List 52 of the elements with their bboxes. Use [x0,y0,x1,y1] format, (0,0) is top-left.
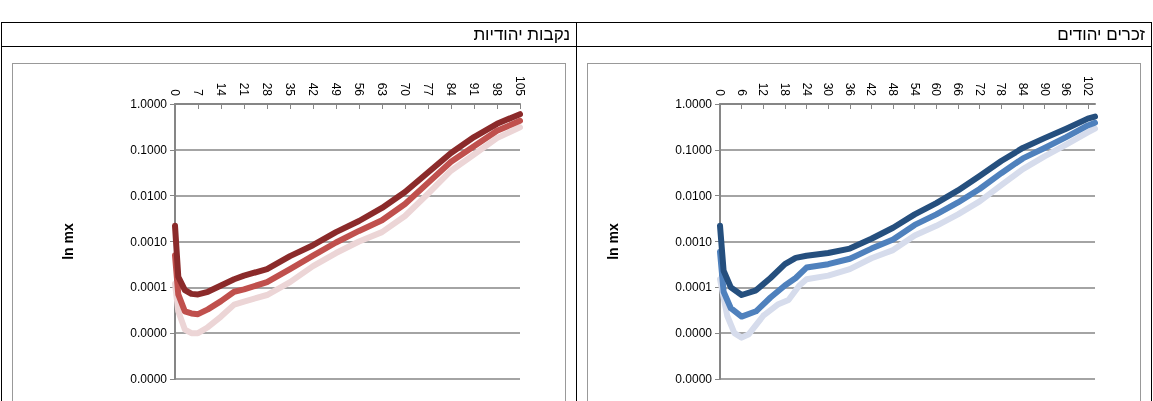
y-tick-label: 0.0000 [675,372,713,386]
x-tick-label: 105 [513,75,527,97]
x-tick-label: 78 [994,82,1009,97]
y-axis-title: ln mx [60,223,76,260]
y-tick-label: 0.1000 [130,142,168,157]
y-tick-label: 0.0000 [130,326,168,341]
x-tick-label: 54 [907,82,922,97]
y-tick-label: 0.1000 [675,142,713,157]
x-tick-label: 0 [713,89,727,97]
x-tick-label: 24 [799,82,814,97]
x-tick-label: 12 [756,82,771,97]
x-tick-label: 18 [777,82,792,97]
x-tick-label: 90 [1037,82,1052,97]
x-tick-label: 36 [842,82,857,97]
x-tick-label: 14 [214,82,228,97]
x-tick-label: 63 [375,82,389,97]
x-tick-label: 66 [950,82,965,97]
x-tick-label: 102 [1080,75,1095,97]
x-tick-label: 91 [467,82,481,97]
x-tick-label: 70 [398,82,412,97]
y-tick-label: 0.0001 [675,280,713,295]
y-tick-label: 0.0010 [130,234,168,249]
chart-title: נקבות יהודיות [2,23,576,47]
y-tick-label: 0.0000 [130,372,168,386]
x-tick-label: 30 [821,82,836,97]
x-tick-label: 42 [864,82,879,97]
x-tick-label: 98 [490,82,504,97]
x-tick-label: 48 [886,82,901,97]
x-tick-label: 72 [972,82,987,97]
x-tick-label: 21 [237,82,251,97]
y-tick-label: 0.0000 [675,326,713,341]
x-tick-label: 35 [283,82,297,97]
y-tick-label: 0.0010 [675,234,713,249]
x-tick-label: 0 [168,89,182,97]
y-axis-title: ln mx [605,223,621,260]
chart-title: זכרים יהודים [577,23,1151,47]
x-tick-label: 42 [306,82,320,97]
x-tick-label: 84 [1015,82,1030,97]
x-tick-label: 28 [260,82,274,97]
x-tick-label: 60 [929,82,944,97]
x-tick-label: 84 [444,82,458,97]
y-tick-label: 1.0000 [130,97,168,111]
x-tick-label: 56 [352,82,366,97]
x-tick-label: 49 [329,82,343,97]
x-tick-label: 7 [191,89,205,97]
x-tick-label: 96 [1059,82,1074,97]
y-tick-label: 0.0100 [675,188,713,203]
y-tick-label: 1.0000 [675,97,713,111]
y-tick-label: 0.0100 [130,188,168,203]
y-tick-label: 0.0001 [130,280,168,295]
x-tick-label: 6 [734,89,749,97]
x-tick-label: 77 [421,82,435,97]
